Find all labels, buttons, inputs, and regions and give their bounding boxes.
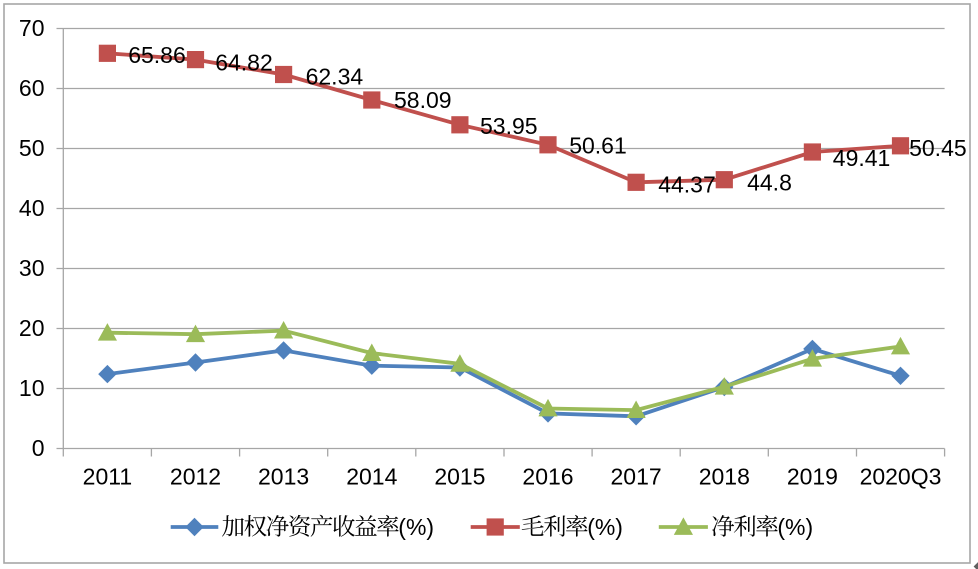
svg-text:58.09: 58.09	[394, 87, 452, 113]
svg-text:50.61: 50.61	[569, 133, 627, 159]
svg-text:20: 20	[19, 315, 45, 341]
svg-text:2014: 2014	[346, 464, 397, 490]
svg-text:0: 0	[32, 435, 45, 461]
svg-text:2012: 2012	[170, 464, 221, 490]
svg-text:70: 70	[19, 15, 45, 41]
svg-text:2017: 2017	[611, 464, 662, 490]
svg-text:30: 30	[19, 255, 45, 281]
svg-text:64.82: 64.82	[215, 50, 273, 76]
svg-text:2019: 2019	[787, 464, 838, 490]
svg-text:62.34: 62.34	[306, 64, 364, 90]
svg-text:2016: 2016	[522, 464, 573, 490]
svg-text:44.37: 44.37	[658, 172, 716, 198]
svg-text:40: 40	[19, 195, 45, 221]
svg-text:2020Q3: 2020Q3	[860, 464, 942, 490]
svg-text:49.41: 49.41	[833, 145, 891, 171]
svg-text:10: 10	[19, 375, 45, 401]
svg-text:50.45: 50.45	[909, 135, 967, 161]
svg-text:44.8: 44.8	[747, 169, 792, 195]
svg-text:2013: 2013	[258, 464, 309, 490]
svg-text:(%): (%)	[398, 514, 434, 540]
svg-text:60: 60	[19, 75, 45, 101]
svg-text:2011: 2011	[83, 464, 132, 490]
svg-text:50: 50	[19, 135, 45, 161]
svg-text:(%): (%)	[777, 514, 813, 540]
svg-text:65.86: 65.86	[128, 42, 186, 68]
svg-text:(%): (%)	[587, 514, 623, 540]
svg-text:2015: 2015	[434, 464, 485, 490]
svg-text:2018: 2018	[699, 464, 750, 490]
svg-text:53.95: 53.95	[480, 113, 538, 139]
